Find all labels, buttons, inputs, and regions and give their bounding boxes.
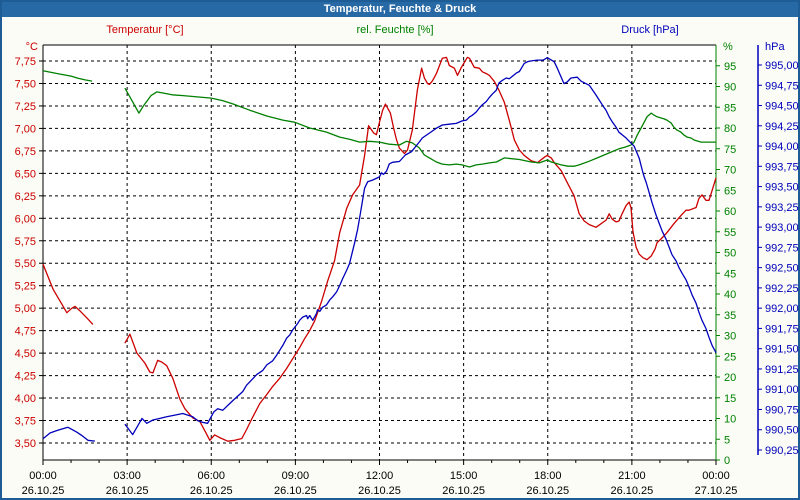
humidity-axis-tick-label: 55 — [724, 227, 736, 239]
humidity-axis-tick-label: 5 — [724, 434, 730, 446]
humidity-axis-tick-label: 45 — [724, 268, 736, 280]
series-line-druck — [42, 426, 95, 442]
humidity-axis-tick-label: 60 — [724, 206, 736, 218]
humidity-axis-tick-label: 40 — [724, 289, 736, 301]
legend-pressure: Druck [hPa] — [621, 24, 679, 36]
temp-axis-tick-label: 6,00 — [15, 213, 36, 225]
temp-axis-tick-label: 4,50 — [15, 348, 36, 360]
series-line-rel-feuchte — [42, 70, 93, 82]
humidity-axis-tick-label: 20 — [724, 372, 736, 384]
time-tick-label: 21:00 — [618, 470, 646, 482]
date-tick-label: 26.10.25 — [358, 485, 401, 497]
temp-axis-tick-label: 5,50 — [15, 258, 36, 270]
humidity-axis-tick-label: 30 — [724, 331, 736, 343]
plot-background — [43, 45, 716, 460]
humidity-axis-tick-label: 95 — [724, 61, 736, 73]
humidity-axis-tick-label: 35 — [724, 310, 736, 322]
pressure-axis-tick-label: 993,00 — [765, 222, 799, 234]
date-tick-label: 27.10.25 — [695, 485, 738, 497]
time-tick-label: 06:00 — [197, 470, 225, 482]
temp-axis-tick-label: 4,00 — [15, 393, 36, 405]
date-tick-label: 26.10.25 — [190, 485, 233, 497]
humidity-axis-tick-label: 65 — [724, 185, 736, 197]
temp-axis-tick-label: 5,25 — [15, 281, 36, 293]
pressure-axis-tick-label: 994,25 — [765, 121, 799, 133]
humidity-axis-tick-label: 85 — [724, 102, 736, 114]
time-tick-label: 09:00 — [282, 470, 310, 482]
pressure-axis-unit: hPa — [765, 41, 785, 53]
temp-axis-tick-label: 4,75 — [15, 326, 36, 338]
pressure-axis-tick-label: 992,25 — [765, 283, 799, 295]
temp-axis-tick-label: 7,25 — [15, 101, 36, 113]
humidity-axis-tick-label: 25 — [724, 351, 736, 363]
date-tick-label: 26.10.25 — [610, 485, 653, 497]
legend-humidity: rel. Feuchte [%] — [356, 24, 434, 36]
temp-axis-tick-label: 5,75 — [15, 236, 36, 248]
temp-axis-unit: °C — [25, 41, 38, 53]
temp-axis-tick-label: 6,75 — [15, 146, 36, 158]
pressure-axis-tick-label: 991,75 — [765, 323, 799, 335]
pressure-axis-tick-label: 994,00 — [765, 141, 799, 153]
humidity-axis-tick-label: 90 — [724, 82, 736, 94]
temp-axis-tick-label: 3,50 — [15, 438, 36, 450]
humidity-axis-tick-label: 75 — [724, 144, 736, 156]
pressure-axis-tick-label: 992,00 — [765, 303, 799, 315]
time-tick-label: 15:00 — [450, 470, 478, 482]
pressure-axis-tick-label: 994,50 — [765, 101, 799, 113]
temp-axis-tick-label: 7,75 — [15, 56, 36, 68]
time-tick-label: 03:00 — [113, 470, 141, 482]
pressure-axis-tick-label: 990,50 — [765, 425, 799, 437]
series-line-rel-feuchte — [124, 87, 716, 168]
date-tick-label: 26.10.25 — [106, 485, 149, 497]
temp-axis-tick-label: 4,25 — [15, 371, 36, 383]
time-tick-label: 00:00 — [702, 470, 730, 482]
pressure-axis-tick-label: 991,25 — [765, 364, 799, 376]
pressure-axis-tick-label: 992,75 — [765, 242, 799, 254]
time-tick-label: 18:00 — [534, 470, 562, 482]
pressure-axis-tick-label: 991,50 — [765, 344, 799, 356]
temp-axis-tick-label: 5,00 — [15, 303, 36, 315]
pressure-axis-tick-label: 990,75 — [765, 404, 799, 416]
humidity-axis-tick-label: 15 — [724, 393, 736, 405]
legend-temperature: Temperatur [°C] — [106, 24, 184, 36]
date-tick-label: 26.10.25 — [442, 485, 485, 497]
time-tick-label: 12:00 — [366, 470, 394, 482]
humidity-axis-unit: % — [723, 41, 733, 53]
temp-axis-tick-label: 7,50 — [15, 78, 36, 90]
temp-axis-tick-label: 6,50 — [15, 168, 36, 180]
pressure-axis-tick-label: 990,25 — [765, 445, 799, 457]
date-tick-label: 26.10.25 — [274, 485, 317, 497]
pressure-axis-tick-label: 993,25 — [765, 202, 799, 214]
pressure-axis-tick-label: 994,75 — [765, 80, 799, 92]
humidity-axis-tick-label: 70 — [724, 165, 736, 177]
temp-axis-tick-label: 6,25 — [15, 191, 36, 203]
pressure-axis-tick-label: 993,75 — [765, 161, 799, 173]
series-line-druck — [124, 57, 717, 436]
series-line-temperatur — [42, 263, 94, 325]
date-tick-label: 26.10.25 — [22, 485, 65, 497]
pressure-axis-tick-label: 995,00 — [765, 60, 799, 72]
humidity-axis-tick-label: 80 — [724, 123, 736, 135]
pressure-axis-tick-label: 993,50 — [765, 182, 799, 194]
humidity-axis-tick-label: 0 — [724, 455, 730, 467]
pressure-axis-tick-label: 992,50 — [765, 263, 799, 275]
humidity-axis-tick-label: 10 — [724, 414, 736, 426]
time-tick-label: 00:00 — [29, 470, 57, 482]
series-line-temperatur — [124, 56, 717, 442]
temp-axis-tick-label: 3,75 — [15, 416, 36, 428]
window-title: Temperatur, Feuchte & Druck — [2, 2, 798, 17]
temp-axis-tick-label: 7,00 — [15, 123, 36, 135]
date-tick-label: 26.10.25 — [526, 485, 569, 497]
humidity-axis-tick-label: 50 — [724, 248, 736, 260]
pressure-axis-tick-label: 991,00 — [765, 384, 799, 396]
